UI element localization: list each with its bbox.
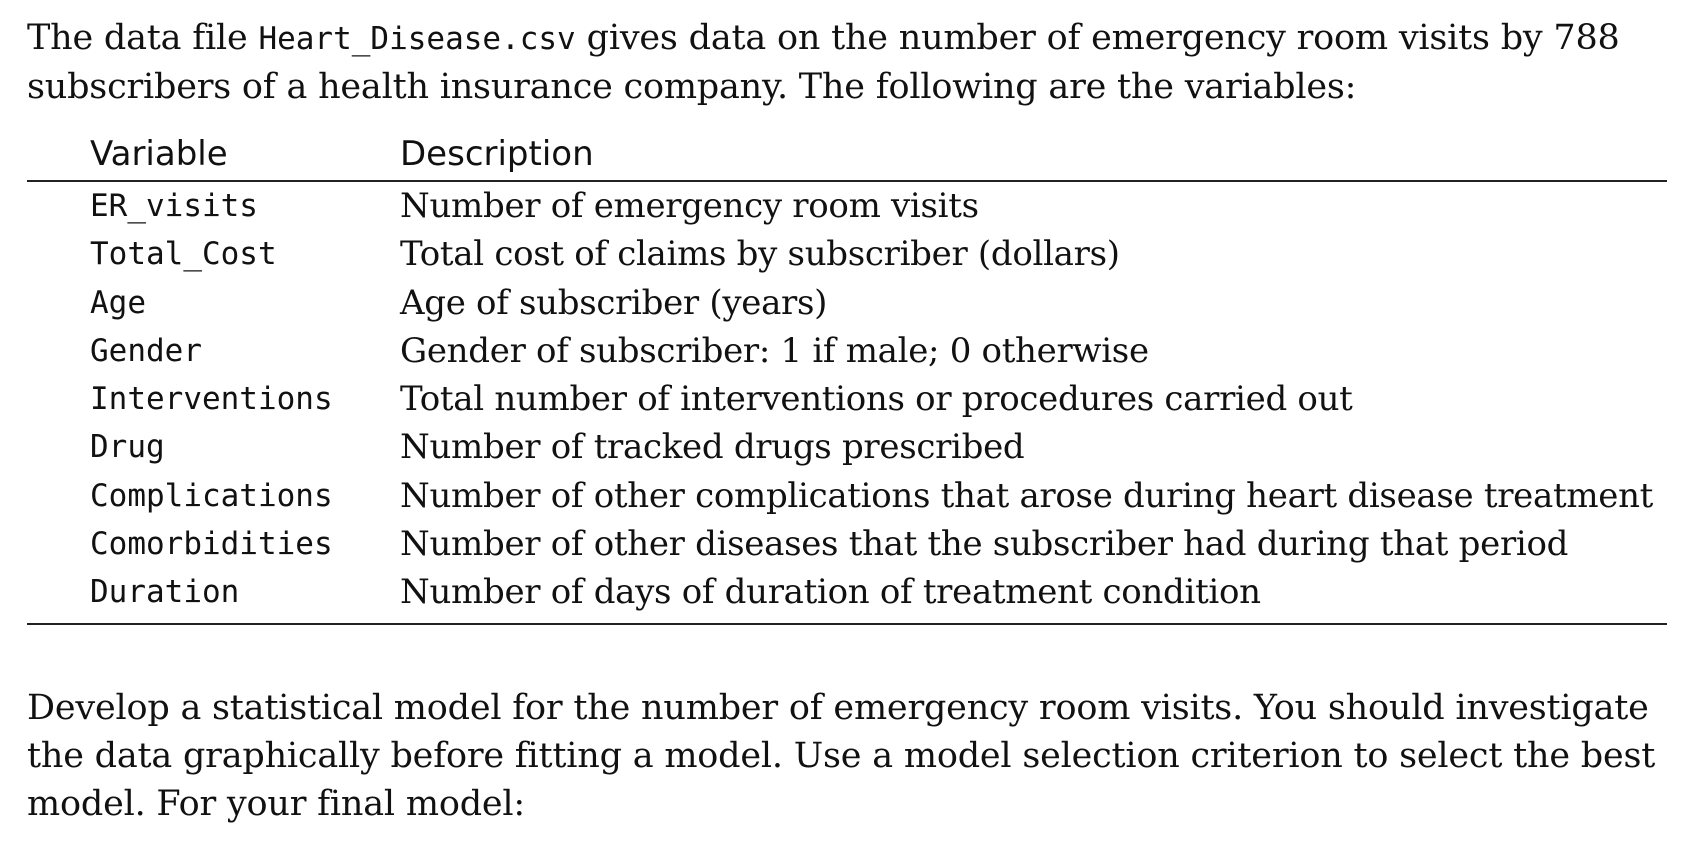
header-variable: Variable bbox=[90, 134, 228, 174]
header-description: Description bbox=[400, 134, 594, 174]
variable-name: Interventions bbox=[90, 381, 333, 418]
intro-paragraph: The data file Heart_Disease.csv gives da… bbox=[27, 14, 1667, 111]
table-row: Interventions Total number of interventi… bbox=[27, 375, 1667, 423]
table-row: Age Age of subscriber (years) bbox=[27, 279, 1667, 327]
variable-description: Total cost of claims by subscriber (doll… bbox=[400, 234, 1120, 275]
variable-description: Number of other complications that arose… bbox=[400, 475, 1654, 516]
table-body: ER_visits Number of emergency room visit… bbox=[27, 182, 1667, 617]
variable-name: Age bbox=[90, 284, 146, 321]
table-header-rule bbox=[27, 180, 1667, 182]
table-row: Total_Cost Total cost of claims by subsc… bbox=[27, 230, 1667, 278]
table-row: Complications Number of other complicati… bbox=[27, 472, 1667, 520]
variables-table: Variable Description ER_visits Number of… bbox=[27, 128, 1667, 625]
variable-name: Gender bbox=[90, 332, 202, 369]
variable-name: ER_visits bbox=[90, 188, 258, 224]
intro-text-end: gives data on the number of emergency ro… bbox=[27, 18, 1620, 107]
variable-name: Drug bbox=[90, 429, 165, 466]
variable-name: Total_Cost bbox=[90, 236, 277, 273]
table-row: Drug Number of tracked drugs prescribed bbox=[27, 423, 1667, 471]
variable-name: Duration bbox=[90, 574, 240, 611]
task-paragraph: Develop a statistical model for the numb… bbox=[27, 688, 1656, 824]
variable-name: Complications bbox=[90, 477, 333, 514]
table-row: Comorbidities Number of other diseases t… bbox=[27, 520, 1667, 568]
table-header: Variable Description bbox=[27, 128, 1667, 180]
variable-description: Age of subscriber (years) bbox=[400, 282, 828, 323]
variable-description: Number of other diseases that the subscr… bbox=[400, 524, 1569, 565]
variable-description: Total number of interventions or procedu… bbox=[400, 379, 1353, 420]
variable-description: Gender of subscriber: 1 if male; 0 other… bbox=[400, 330, 1149, 371]
table-bottom-rule bbox=[27, 622, 1667, 625]
variable-name: Comorbidities bbox=[90, 526, 333, 563]
document-page: The data file Heart_Disease.csv gives da… bbox=[27, 0, 1667, 850]
intro-text-start: The data file bbox=[27, 18, 259, 58]
table-row: Duration Number of days of duration of t… bbox=[27, 568, 1667, 616]
variable-description: Number of days of duration of treatment … bbox=[400, 572, 1261, 613]
table-row: ER_visits Number of emergency room visit… bbox=[27, 182, 1667, 230]
data-filename: Heart_Disease.csv bbox=[258, 21, 576, 57]
table-row: Gender Gender of subscriber: 1 if male; … bbox=[27, 327, 1667, 375]
variable-description: Number of tracked drugs prescribed bbox=[400, 427, 1025, 468]
variable-description: Number of emergency room visits bbox=[400, 186, 979, 226]
